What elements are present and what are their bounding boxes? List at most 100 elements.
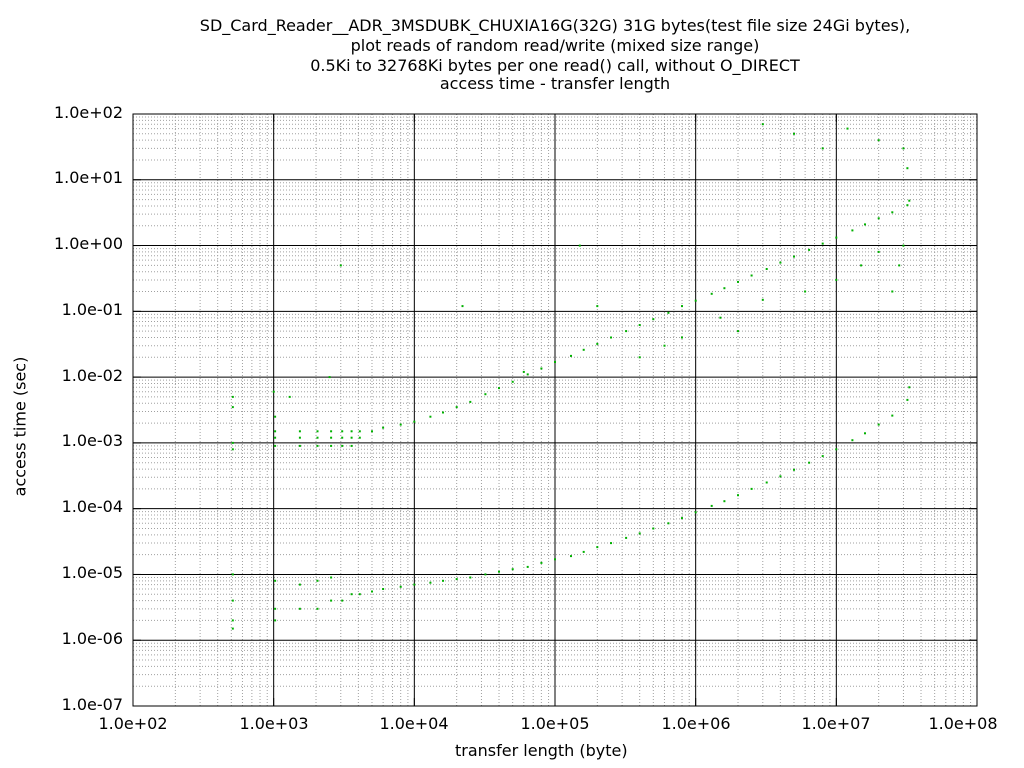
data-point <box>455 406 458 409</box>
data-point <box>231 441 234 444</box>
x-axis-title: transfer length (byte) <box>455 741 628 760</box>
data-point <box>779 475 782 478</box>
data-point <box>316 607 319 610</box>
data-point <box>371 430 373 433</box>
data-point <box>484 393 487 396</box>
data-point <box>846 127 849 130</box>
data-point <box>737 330 739 333</box>
data-point <box>906 204 909 207</box>
data-point <box>851 229 854 232</box>
data-point <box>570 555 572 558</box>
y-tick-label: 1.0e-01 <box>61 300 123 319</box>
y-tick-label: 1.0e-06 <box>61 629 123 648</box>
data-point <box>272 390 275 393</box>
x-tick-label: 1.0e+07 <box>801 714 871 733</box>
data-point <box>723 500 726 503</box>
data-point <box>469 400 472 403</box>
x-tick-label: 1.0e+04 <box>379 714 449 733</box>
x-tick-label: 1.0e+03 <box>239 714 309 733</box>
data-point <box>710 292 713 295</box>
data-point <box>484 573 487 576</box>
title-line-2: plot reads of random read/write (mixed s… <box>350 36 760 55</box>
data-point <box>761 123 764 126</box>
data-point <box>750 487 753 490</box>
data-point <box>540 367 543 370</box>
data-point <box>316 436 319 439</box>
title-line-1: SD_Card_Reader__ADR_3MSDUBK_CHUXIA16G(32… <box>199 16 911 35</box>
data-point <box>835 236 838 239</box>
x-tick-label: 1.0e+02 <box>98 714 168 733</box>
data-point <box>906 398 909 401</box>
data-point <box>429 415 432 418</box>
data-point <box>779 261 782 264</box>
data-point <box>231 573 234 576</box>
data-point <box>526 565 529 568</box>
data-point <box>710 504 713 507</box>
data-point <box>694 299 697 302</box>
data-point <box>358 593 361 596</box>
data-point <box>663 344 666 347</box>
data-point <box>274 619 277 622</box>
data-point <box>231 627 234 630</box>
data-point <box>231 448 234 451</box>
data-point <box>596 305 599 308</box>
data-point <box>902 147 905 150</box>
data-point <box>681 305 683 308</box>
data-point <box>554 361 556 363</box>
y-tick-label: 1.0e-07 <box>61 695 123 714</box>
y-tick-label: 1.0e+01 <box>53 168 123 187</box>
data-point <box>877 250 880 253</box>
data-point <box>330 430 333 433</box>
data-point <box>625 536 628 539</box>
data-point <box>667 311 670 314</box>
data-point <box>891 211 894 214</box>
data-point <box>382 588 385 590</box>
major-grid <box>132 113 978 707</box>
data-point <box>341 430 344 433</box>
data-point <box>316 579 319 582</box>
data-point <box>522 370 525 373</box>
data-point <box>341 599 344 602</box>
title-line-3: 0.5Ki to 32768Ki bytes per one read() ca… <box>310 56 800 75</box>
data-point <box>328 376 331 379</box>
data-point <box>341 436 344 439</box>
data-point <box>461 305 464 308</box>
data-point <box>652 318 655 321</box>
data-point <box>596 342 599 345</box>
data-point <box>350 430 353 433</box>
data-point <box>835 448 838 451</box>
data-point <box>298 436 301 439</box>
data-point <box>808 248 811 251</box>
data-point <box>681 517 683 520</box>
data-point <box>723 287 726 290</box>
data-point <box>761 298 764 301</box>
data-point <box>908 386 911 389</box>
data-point <box>578 244 581 247</box>
data-point <box>330 576 333 579</box>
data-point <box>330 444 333 447</box>
data-point <box>350 444 353 447</box>
data-point <box>298 430 301 433</box>
data-point <box>371 590 373 593</box>
data-point <box>610 542 612 545</box>
data-point <box>667 522 670 525</box>
data-point <box>498 570 500 573</box>
data-point <box>330 599 333 602</box>
data-point <box>274 607 277 610</box>
data-point <box>274 436 277 439</box>
data-point <box>908 199 911 202</box>
data-point <box>540 561 543 564</box>
data-point <box>231 619 234 622</box>
data-point <box>596 546 599 549</box>
data-point <box>877 423 880 426</box>
data-point <box>793 255 795 258</box>
data-point <box>877 217 880 220</box>
data-points <box>231 123 911 630</box>
data-point <box>399 585 402 588</box>
data-point <box>339 264 342 267</box>
data-point <box>413 583 416 586</box>
data-point <box>288 395 291 398</box>
data-point <box>719 316 722 319</box>
data-point <box>821 455 824 458</box>
